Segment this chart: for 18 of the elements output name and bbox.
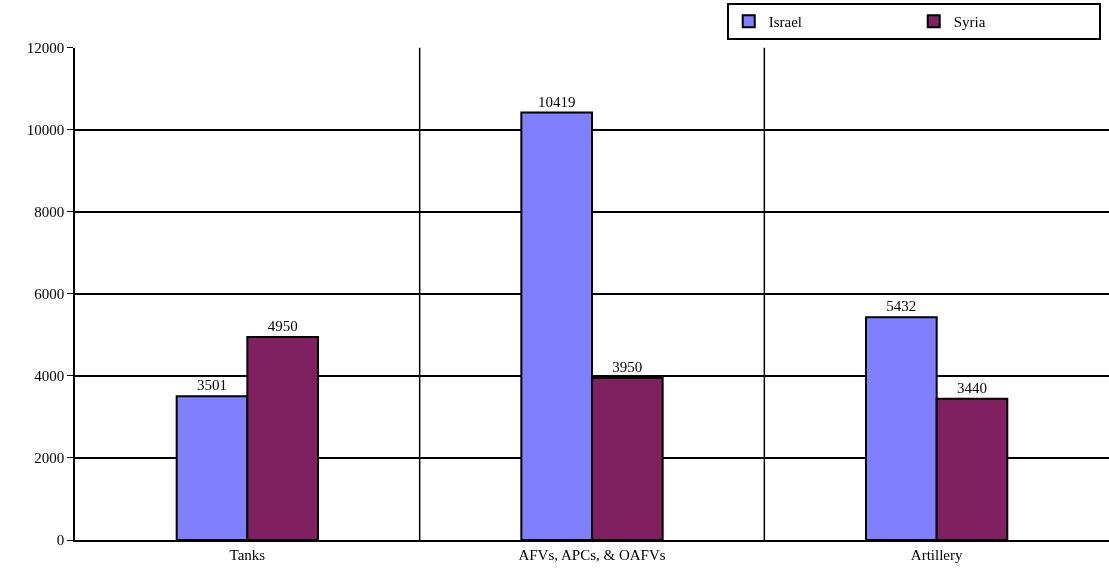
- data-label: 3950: [612, 358, 643, 375]
- data-label: 10419: [537, 93, 576, 110]
- y-tick-label: 4000: [34, 368, 65, 385]
- x-tick-label: Artillery: [910, 546, 963, 563]
- y-tick-label: 6000: [34, 286, 65, 303]
- data-label: 3440: [956, 379, 987, 396]
- legend-label: Israel: [768, 14, 803, 31]
- data-label: 4950: [267, 317, 298, 334]
- legend-label: Syria: [953, 14, 986, 31]
- y-tick-label: 2000: [34, 450, 65, 467]
- y-tick-label: 8000: [34, 204, 65, 221]
- x-tick-label: AFVs, APCs, & OAFVs: [518, 546, 666, 563]
- data-label: 5432: [886, 298, 917, 315]
- y-tick-label: 0: [56, 532, 65, 549]
- y-tick-label: 10000: [26, 121, 65, 138]
- data-label: 3501: [197, 377, 228, 394]
- x-tick-label: Tanks: [229, 546, 266, 563]
- y-tick-label: 12000: [26, 39, 65, 56]
